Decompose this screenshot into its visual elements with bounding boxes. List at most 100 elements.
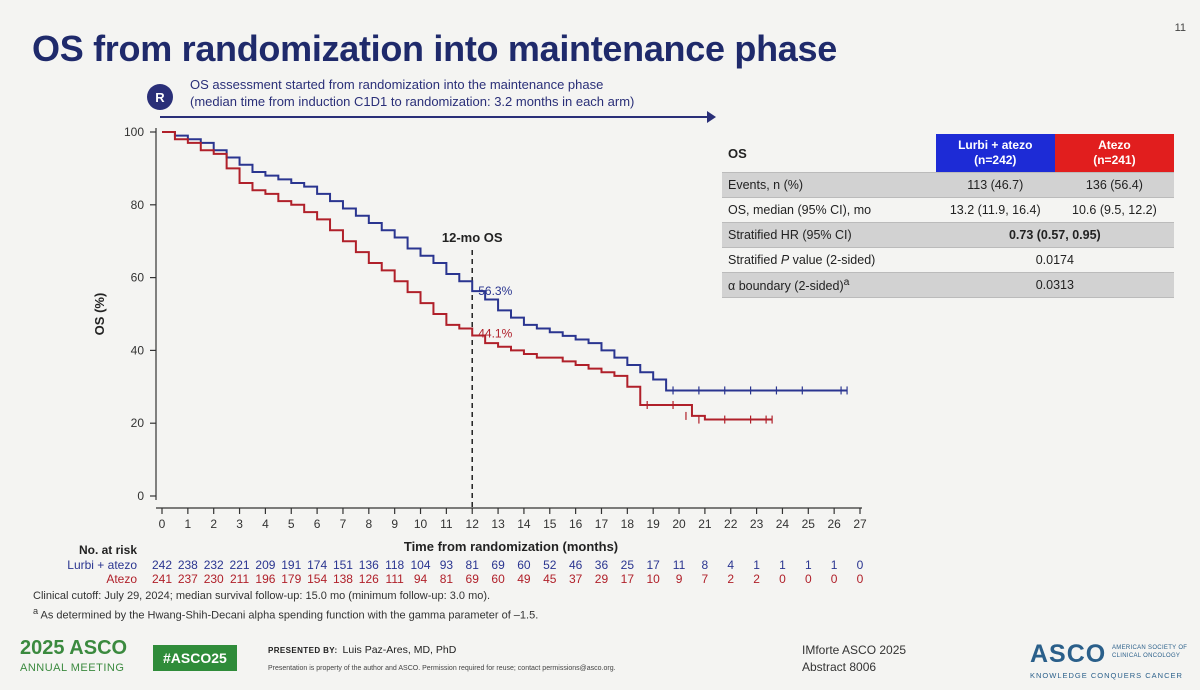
atezo-name: Atezo	[1098, 138, 1131, 152]
slide-title: OS from randomization into maintenance p…	[32, 28, 837, 69]
x-tick-label: 26	[827, 517, 841, 531]
x-tick-label: 17	[595, 517, 609, 531]
risk-cell-lurbi: 104	[411, 558, 431, 572]
risk-cell-lurbi: 242	[152, 558, 172, 572]
risk-cell-lurbi: 1	[831, 558, 838, 572]
lurbi-12mo-value: 56.3%	[478, 284, 512, 298]
x-tick-label: 0	[159, 517, 166, 531]
meeting-year: 2025 ASCO	[20, 637, 128, 659]
risk-cell-lurbi: 69	[491, 558, 505, 572]
footnote-alpha-text: As determined by the Hwang-Shih-Decani a…	[38, 609, 539, 622]
y-axis-title: OS (%)	[92, 293, 107, 336]
risk-cell-atezo: 0	[805, 572, 812, 586]
risk-cell-lurbi: 0	[857, 558, 864, 572]
property-notice: Presentation is property of the author a…	[268, 665, 616, 672]
risk-cell-atezo: 230	[204, 572, 224, 586]
risk-cell-atezo: 81	[440, 572, 454, 586]
risk-cell-lurbi: 1	[779, 558, 786, 572]
footnote-cutoff: Clinical cutoff: July 29, 2024; median s…	[33, 590, 491, 602]
x-tick-label: 25	[802, 517, 816, 531]
label-italic: P	[780, 253, 790, 267]
x-tick-label: 16	[569, 517, 583, 531]
presenter-name: Luis Paz-Ares, MD, PhD	[342, 644, 457, 656]
x-tick-label: 21	[698, 517, 712, 531]
x-tick-label: 5	[288, 517, 295, 531]
risk-cell-lurbi: 174	[307, 558, 327, 572]
atezo-value: 136 (56.4)	[1054, 172, 1174, 198]
merged-value: 0.0313	[935, 272, 1174, 298]
risk-cell-lurbi: 238	[178, 558, 198, 572]
x-tick-label: 8	[365, 517, 372, 531]
risk-cell-atezo: 0	[779, 572, 786, 586]
risk-cell-lurbi: 25	[621, 558, 635, 572]
os-table-row-median: OS, median (95% CI), mo 13.2 (11.9, 16.4…	[722, 197, 1174, 223]
x-tick-label: 15	[543, 517, 557, 531]
asco-logo-text: ASCO	[1030, 640, 1107, 668]
x-tick-label: 7	[340, 517, 347, 531]
risk-cell-lurbi: 36	[595, 558, 609, 572]
timeline-arrow-line	[160, 116, 712, 118]
risk-cell-lurbi: 1	[753, 558, 760, 572]
x-tick-label: 6	[314, 517, 321, 531]
atezo-12mo-value: 44.1%	[478, 326, 512, 340]
os-table-row-hr: Stratified HR (95% CI) 0.73 (0.57, 0.95)	[722, 222, 1174, 248]
merged-value: 0.73 (0.57, 0.95)	[935, 222, 1174, 248]
risk-cell-lurbi: 151	[333, 558, 353, 572]
risk-cell-atezo: 29	[595, 572, 609, 586]
abstract-number: Abstract 8006	[802, 660, 877, 674]
x-tick-label: 3	[236, 517, 243, 531]
os-table-header-row: OS Lurbi + atezo (n=242) Atezo (n=241)	[722, 134, 1174, 173]
risk-cell-lurbi: 118	[385, 558, 404, 572]
row-label: OS, median (95% CI), mo	[722, 197, 936, 223]
presenter-line: PRESENTED BY: Luis Paz-Ares, MD, PhD	[268, 644, 456, 656]
risk-cell-atezo: 9	[676, 572, 683, 586]
risk-cell-lurbi: 52	[543, 558, 557, 572]
risk-cell-atezo: 2	[727, 572, 734, 586]
atezo-curve	[162, 131, 773, 421]
atezo-n: (n=241)	[1093, 153, 1136, 167]
presented-label: PRESENTED BY:	[268, 646, 338, 655]
risk-cell-atezo: 196	[255, 572, 275, 586]
risk-cell-atezo: 237	[178, 572, 198, 586]
label-sup: a	[843, 276, 850, 288]
risk-cell-lurbi: 60	[517, 558, 531, 572]
risk-cell-atezo: 10	[647, 572, 661, 586]
lurbi-value: 13.2 (11.9, 16.4)	[935, 197, 1055, 223]
y-tick-label: 40	[131, 343, 145, 357]
x-tick-label: 9	[391, 517, 398, 531]
risk-cell-atezo: 111	[386, 572, 405, 586]
footnote-sup: a	[33, 606, 39, 616]
risk-cell-atezo: 45	[543, 572, 557, 586]
risk-cell-lurbi: 81	[466, 558, 480, 572]
x-tick-label: 18	[621, 517, 635, 531]
row-label: Events, n (%)	[722, 172, 936, 198]
x-tick-label: 22	[724, 517, 738, 531]
atezo-column-header: Atezo (n=241)	[1054, 134, 1174, 173]
risk-cell-lurbi: 221	[230, 558, 250, 572]
x-tick-label: 20	[672, 517, 686, 531]
risk-cell-lurbi: 17	[647, 558, 661, 572]
os-summary-table: OS Lurbi + atezo (n=242) Atezo (n=241) E…	[722, 134, 1174, 298]
y-tick-label: 0	[137, 489, 144, 503]
risk-cell-lurbi: 232	[204, 558, 224, 572]
x-tick-label: 1	[185, 517, 192, 531]
x-tick-label: 23	[750, 517, 764, 531]
asco-logo: ASCO AMERICAN SOCIETY OF CLINICAL ONCOLO…	[1030, 640, 1187, 680]
risk-cell-atezo: 69	[466, 572, 480, 586]
risk-cell-atezo: 241	[152, 572, 172, 586]
lurbi-atezo-curve	[162, 131, 848, 392]
x-tick-label: 12	[466, 517, 480, 531]
x-tick-label: 24	[776, 517, 790, 531]
risk-cell-atezo: 0	[857, 572, 864, 586]
risk-cell-atezo: 154	[307, 572, 327, 586]
risk-cell-atezo: 37	[569, 572, 583, 586]
risk-cell-atezo: 94	[414, 572, 428, 586]
risk-cell-lurbi: 191	[281, 558, 301, 572]
asco-meeting-logo: 2025 ASCO ANNUAL MEETING	[20, 638, 127, 678]
label-pre: Stratified	[728, 253, 781, 267]
x-tick-label: 14	[517, 517, 531, 531]
slide-number: 11	[1174, 22, 1186, 34]
row-label: Stratified HR (95% CI)	[722, 222, 936, 248]
abstract-info: IMforte ASCO 2025 Abstract 8006	[802, 642, 906, 676]
risk-cell-atezo: 179	[281, 572, 301, 586]
